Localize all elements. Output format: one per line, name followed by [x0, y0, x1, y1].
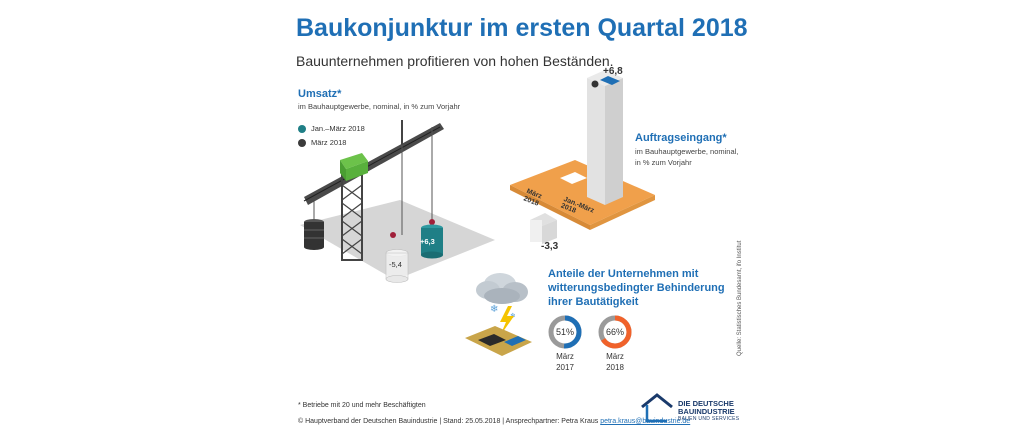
crane-cabin: [340, 153, 368, 169]
legend-swatch-dark: [298, 138, 306, 147]
bar-auftrag-maerz-2018-negative: [530, 213, 557, 244]
footer-copyright: © Hauptverband der Deutschen Bauindustri…: [298, 418, 691, 425]
logo: DIE DEUTSCHE BAUINDUSTRIE BAUEN UND SERV…: [640, 393, 739, 423]
source-note: Quelle: Statistisches Bundesamt, ifo Ins…: [737, 240, 743, 356]
donut-value-2017: 51%: [555, 327, 574, 337]
base-plate: [510, 160, 655, 225]
bar-maerz-2018-hole: [560, 172, 587, 184]
umsatz-description: im Bauhauptgewerbe, nominal, in % zum Vo…: [298, 102, 461, 111]
donut-slice-maerz-2017: [548, 315, 582, 349]
bar-auftrag-jan-maerz-2018-positive: [587, 70, 623, 205]
legend-label: März 2018: [311, 138, 347, 147]
legend-label: Jan.–März 2018: [311, 124, 365, 133]
donut-value-2018: 66%: [605, 327, 624, 337]
donut-slice-maerz-2018: [598, 315, 632, 349]
auftrag-heading: Auftragseingang*: [635, 132, 727, 144]
witterung-heading: Anteile der Unternehmen mit witterungsbe…: [548, 268, 725, 308]
data-label-umsatz-maerz: -5,4: [389, 260, 402, 269]
legend-item-jan-maerz: Jan.–März 2018: [298, 124, 365, 133]
donut-maerz-2017: [548, 315, 582, 349]
data-label-umsatz-jan-maerz: +6,3: [420, 237, 435, 246]
data-label-auftrag-maerz: -3,3: [541, 241, 559, 252]
footer-email-link[interactable]: petra.kraus@bauindustrie.de: [600, 418, 691, 425]
ground-plane: [300, 200, 495, 280]
cloud-icon: [476, 273, 528, 304]
crane-boom: [304, 123, 444, 205]
auftrag-description: im Bauhauptgewerbe, nominal, in % zum Vo…: [635, 147, 739, 167]
excavator-icon: [478, 334, 506, 346]
donut-maerz-2018: [598, 315, 632, 349]
crane-tower: [341, 174, 363, 261]
donut-category-2017: März 2017: [556, 352, 574, 372]
bar-jan-maerz-2018-positive: [421, 224, 443, 259]
page-title: Baukonjunktur im ersten Quartal 2018: [296, 14, 748, 42]
legend-item-maerz: März 2018: [298, 138, 346, 147]
legend-swatch-teal: [298, 124, 306, 133]
crane-illustration: [300, 120, 495, 283]
umsatz-heading: Umsatz*: [298, 88, 342, 100]
donut-charts: [548, 315, 632, 349]
donut-category-2018: März 2018: [606, 352, 624, 372]
page-subtitle: Bauunternehmen profitieren von hohen Bes…: [296, 53, 614, 69]
auftragseingang-illustration: [510, 70, 655, 244]
counterweight-dark: [304, 219, 324, 250]
weather-illustration: ❄ ❄: [465, 273, 532, 356]
data-label-auftrag-jan-maerz: +6,8: [603, 66, 623, 77]
house-logo-icon: [641, 393, 673, 423]
lightning-icon: [500, 306, 514, 336]
svg-text:❄: ❄: [490, 304, 498, 315]
footnote: * Betriebe mit 20 und mehr Beschäftigten: [298, 402, 426, 409]
bar-maerz-2018-negative: [385, 249, 409, 283]
